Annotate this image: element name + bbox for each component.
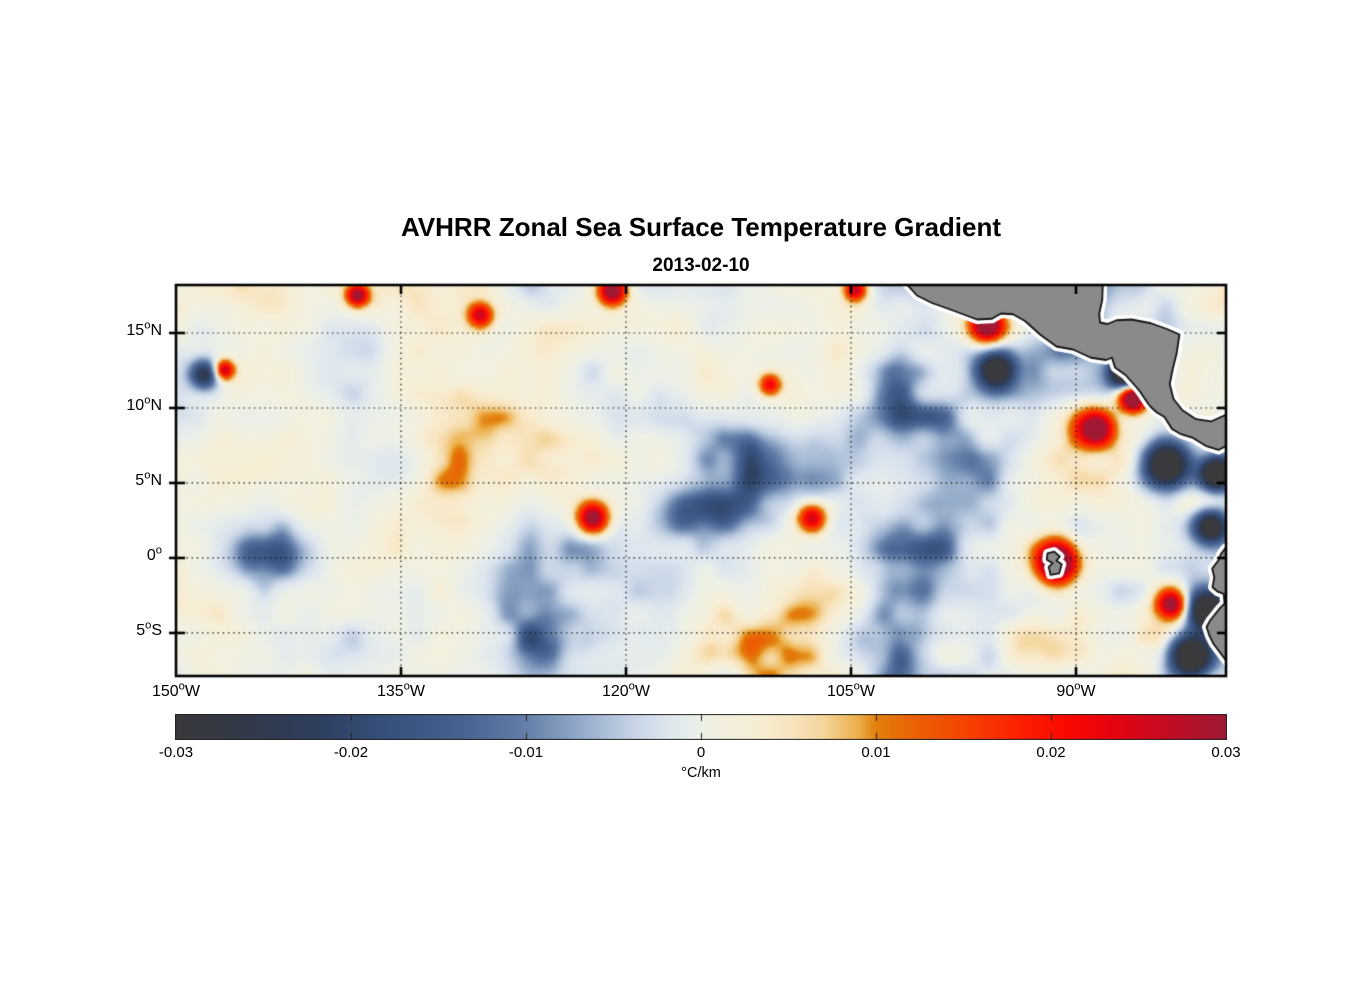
y-tick-label: 5oS [136,619,162,639]
x-tick-label: 105oW [826,680,876,700]
y-tick-label: 5oN [135,469,162,489]
y-tick-label: 15oN [126,319,162,339]
x-tick-label: 135oW [376,680,426,700]
x-tick-label: 120oW [601,680,651,700]
colorbar-canvas [175,714,1227,740]
chart-title: AVHRR Zonal Sea Surface Temperature Grad… [400,212,1002,242]
colorbar-tick-label: 0.03 [1211,744,1241,761]
colorbar-tick-label: 0 [696,744,706,761]
x-tick-label: 90oW [1056,680,1096,700]
colorbar-tick-label: -0.03 [158,744,194,761]
y-tick-label: 0o [146,544,162,564]
colorbar-tick-label: 0.01 [861,744,891,761]
chart-date-subtitle: 2013-02-10 [652,255,750,276]
sst-gradient-map-canvas [164,279,1238,682]
colorbar-tick-label: -0.02 [333,744,369,761]
y-tick-label: 10oN [126,394,162,414]
x-tick-label: 150oW [151,680,201,700]
colorbar-units-label: °C/km [681,765,721,781]
colorbar-tick-label: -0.01 [508,744,544,761]
colorbar-tick-label: 0.02 [1036,744,1066,761]
